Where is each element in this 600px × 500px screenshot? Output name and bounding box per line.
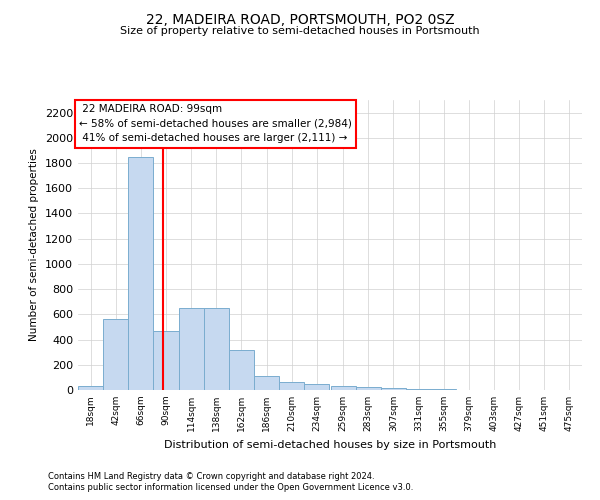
Bar xyxy=(103,320,128,390)
Text: 22, MADEIRA ROAD, PORTSMOUTH, PO2 0SZ: 22, MADEIRA ROAD, PORTSMOUTH, PO2 0SZ xyxy=(146,12,454,26)
Bar xyxy=(279,382,304,390)
Bar xyxy=(229,350,254,390)
Text: Size of property relative to semi-detached houses in Portsmouth: Size of property relative to semi-detach… xyxy=(120,26,480,36)
Bar xyxy=(381,388,406,390)
Bar xyxy=(128,156,154,390)
Bar xyxy=(331,386,356,390)
Bar xyxy=(204,308,229,390)
Bar xyxy=(78,386,103,390)
Bar xyxy=(406,388,431,390)
Bar xyxy=(154,330,179,390)
Y-axis label: Number of semi-detached properties: Number of semi-detached properties xyxy=(29,148,40,342)
Text: 22 MADEIRA ROAD: 99sqm
← 58% of semi-detached houses are smaller (2,984)
 41% of: 22 MADEIRA ROAD: 99sqm ← 58% of semi-det… xyxy=(79,104,352,144)
Bar xyxy=(304,384,329,390)
X-axis label: Distribution of semi-detached houses by size in Portsmouth: Distribution of semi-detached houses by … xyxy=(164,440,496,450)
Bar xyxy=(356,388,381,390)
Text: Contains public sector information licensed under the Open Government Licence v3: Contains public sector information licen… xyxy=(48,484,413,492)
Text: Contains HM Land Registry data © Crown copyright and database right 2024.: Contains HM Land Registry data © Crown c… xyxy=(48,472,374,481)
Bar xyxy=(254,376,279,390)
Bar xyxy=(179,308,204,390)
